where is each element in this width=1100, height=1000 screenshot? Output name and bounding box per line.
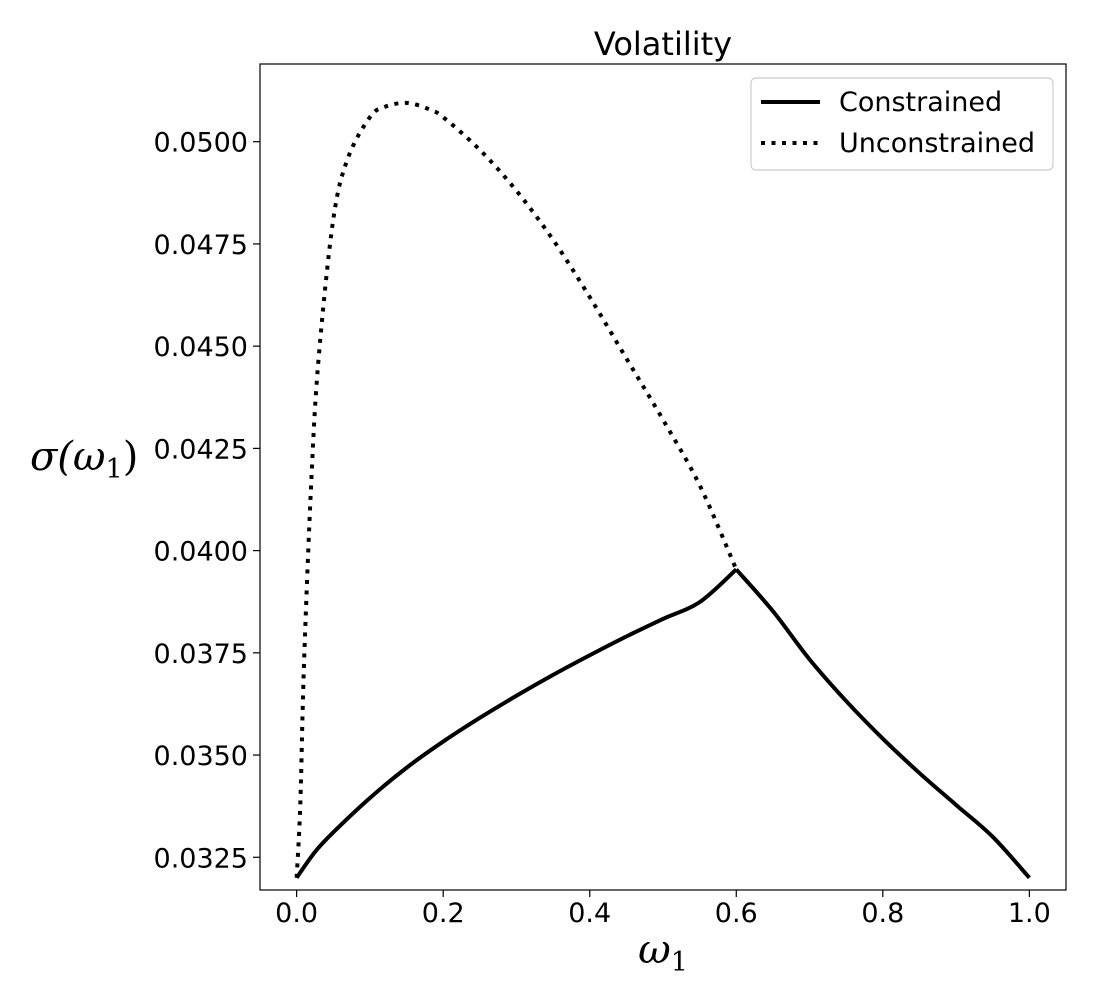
y-tick-label: 0.0400 — [154, 537, 248, 568]
legend-label-unconstrained: Unconstrained — [839, 128, 1035, 159]
x-axis-label-sub: 1 — [671, 947, 688, 978]
y-axis-label-suffix: ) — [123, 434, 139, 480]
plot-lines — [294, 100, 1031, 880]
y-axis-ticks: 0.0325 0.0350 0.0375 0.0400 0.0425 0.0450 0.04… — [154, 128, 260, 874]
y-tick-label: 0.0450 — [154, 332, 248, 363]
legend: Constrained Unconstrained — [750, 77, 1054, 171]
y-tick-label: 0.0325 — [154, 843, 248, 874]
x-tick-label: 0.4 — [568, 898, 611, 929]
x-axis-label-base: ω — [638, 927, 671, 973]
y-tick-label: 0.0350 — [154, 741, 248, 772]
y-axis-label-sub: 1 — [106, 454, 123, 485]
y-tick-label: 0.0500 — [154, 128, 248, 159]
chart-title: Volatility — [594, 25, 732, 63]
y-tick-label: 0.0425 — [154, 434, 248, 465]
plot-frame — [259, 63, 1067, 891]
x-tick-label: 0.8 — [861, 898, 904, 929]
x-tick-label: 0.6 — [715, 898, 758, 929]
series-line-unconstrained — [294, 100, 739, 878]
y-tick-label: 0.0375 — [154, 639, 248, 670]
legend-box — [750, 77, 1054, 171]
y-axis-label-prefix: σ(ω — [30, 434, 106, 480]
series-line-constrained — [295, 567, 1031, 880]
y-tick-label: 0.0475 — [154, 230, 248, 261]
y-axis-label: σ(ω1) — [30, 434, 138, 485]
x-axis-label: ω1 — [638, 927, 688, 978]
x-tick-label: 0.0 — [275, 898, 318, 929]
legend-label-constrained: Constrained — [839, 87, 1002, 118]
x-tick-label: 1.0 — [1008, 898, 1051, 929]
x-axis-ticks: 0.0 0.2 0.4 0.6 0.8 1.0 — [275, 890, 1051, 929]
x-tick-label: 0.2 — [422, 898, 465, 929]
